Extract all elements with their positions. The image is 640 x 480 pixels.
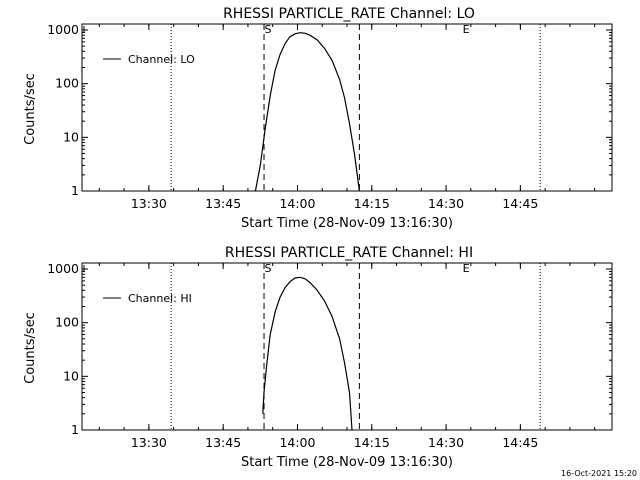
legend-label: Channel: HI [128, 292, 192, 305]
x-tick-label: 14:00 [279, 196, 315, 211]
x-tick-label: 14:30 [428, 196, 464, 211]
x-tick-label: 14:30 [428, 435, 464, 450]
y-axis-label: Counts/sec [23, 312, 38, 384]
panel-hi: RHESSI PARTICLE_RATE Channel: HI Counts/… [23, 245, 613, 470]
y-tick-label: 1000 [47, 22, 79, 37]
footer-timestamp: 16-Oct-2021 15:20 [561, 469, 637, 478]
chart-title: RHESSI PARTICLE_RATE Channel: HI [225, 245, 473, 261]
event-marker-s: S [265, 23, 272, 36]
event-marker-e: E [463, 23, 470, 36]
chart-title: RHESSI PARTICLE_RATE Channel: LO [223, 6, 475, 22]
y-tick-label: 10 [63, 368, 79, 383]
panel-lo: RHESSI PARTICLE_RATE Channel: LO Counts/… [23, 6, 613, 231]
y-tick-label: 100 [55, 315, 79, 330]
y-tick-label: 100 [55, 76, 79, 91]
plot-frame [81, 262, 613, 431]
y-axis-label: Counts/sec [23, 73, 38, 145]
x-tick-label: 14:45 [502, 196, 538, 211]
x-tick-label: 14:15 [354, 196, 390, 211]
x-tick-label: 14:15 [354, 435, 390, 450]
x-tick-label: 14:00 [279, 435, 315, 450]
y-tick-label: 1 [71, 183, 79, 198]
event-marker-e: E [463, 262, 470, 275]
x-tick-label: 13:45 [205, 196, 241, 211]
y-tick-label: 10 [63, 129, 79, 144]
x-tick-label: 13:30 [131, 435, 167, 450]
event-marker-s: S [265, 262, 272, 275]
x-axis-label: Start Time (28-Nov-09 13:16:30) [241, 455, 453, 470]
y-tick-label: 1000 [47, 261, 79, 276]
series-line [254, 32, 360, 192]
x-axis-label: Start Time (28-Nov-09 13:16:30) [241, 216, 453, 231]
series-line [262, 276, 353, 431]
x-tick-label: 13:30 [131, 196, 167, 211]
x-tick-label: 13:45 [205, 435, 241, 450]
x-tick-label: 14:45 [502, 435, 538, 450]
y-tick-label: 1 [71, 422, 79, 437]
legend-label: Channel: LO [128, 53, 195, 66]
